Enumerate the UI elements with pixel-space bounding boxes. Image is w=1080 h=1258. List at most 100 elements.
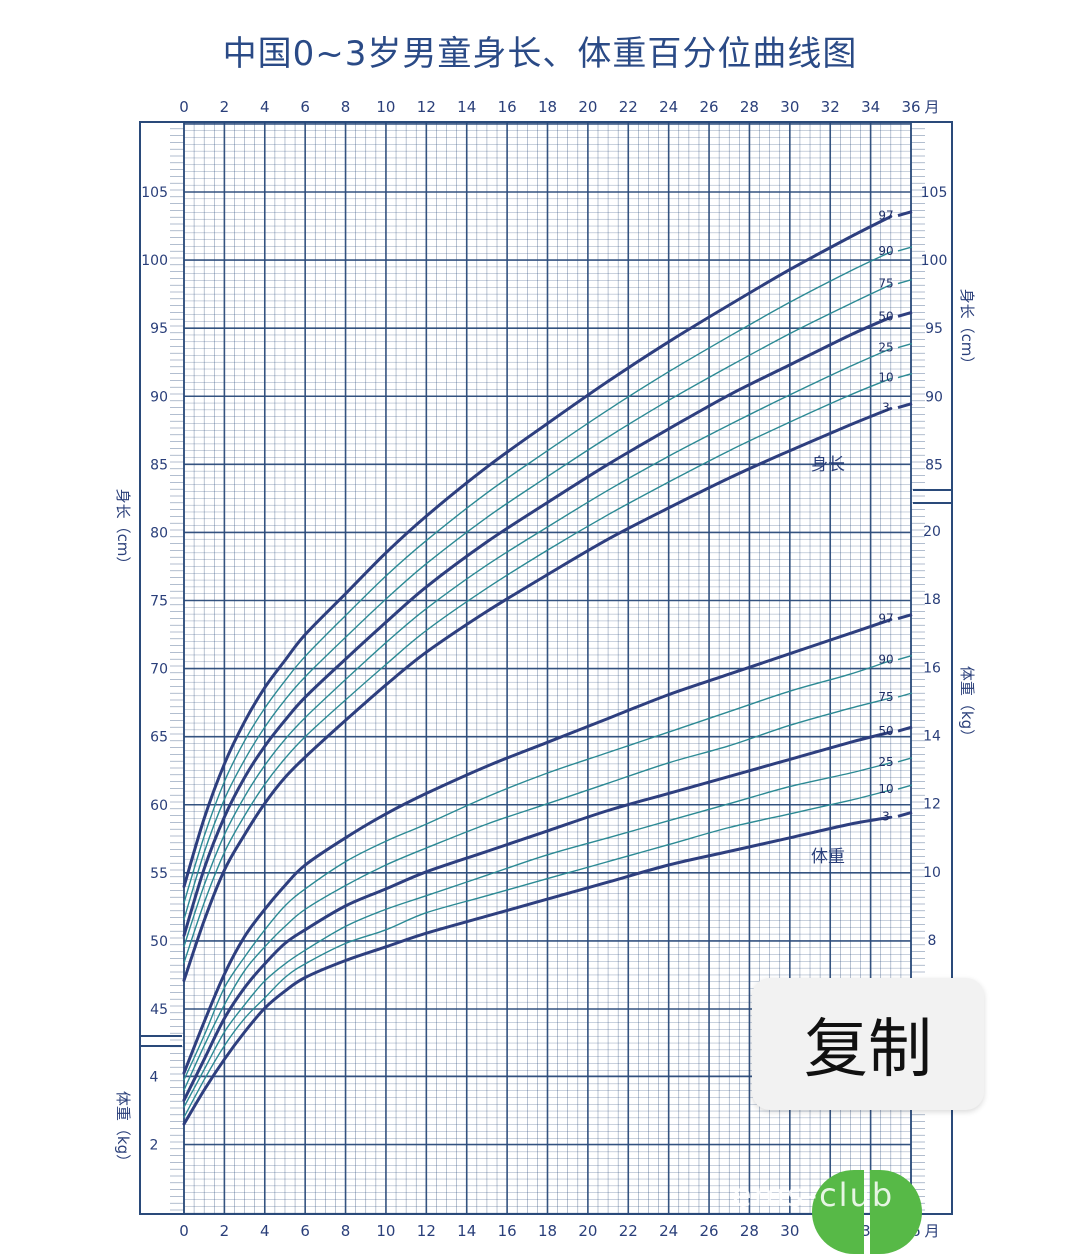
- x-tick-label-bottom: 24: [659, 1222, 678, 1240]
- weight-percentile-label: 25: [878, 755, 893, 769]
- x-tick-label-top: 14: [457, 98, 476, 116]
- watermark-text: ems-club: [732, 1176, 895, 1214]
- y-tick-label-length-left: 75: [150, 594, 168, 610]
- weight-curve-tail: [897, 613, 913, 621]
- weight-curve-p75: [183, 697, 892, 1091]
- percentile-curves: [182, 210, 913, 1126]
- weight-curve-p50: [182, 730, 893, 1102]
- x-tick-label-bottom: 2: [220, 1222, 230, 1240]
- x-tick-label-top: 10: [376, 98, 395, 116]
- weight-curve-p90: [183, 659, 892, 1081]
- copy-button-label: 复制: [804, 1013, 932, 1087]
- length-curve-p3: [182, 407, 893, 982]
- weight-curve-p25: [183, 762, 892, 1108]
- y-tick-label-length-right: 105: [921, 185, 948, 201]
- x-tick-label-top: 6: [300, 98, 310, 116]
- x-tick-label-top: 34: [861, 98, 880, 116]
- x-tick-label-top: 8: [341, 98, 351, 116]
- length-curve-tail: [897, 246, 913, 252]
- x-tick-label-bottom: 14: [457, 1222, 476, 1240]
- x-tick-label-bottom: 4: [260, 1222, 270, 1240]
- weight-curve-tail: [897, 810, 913, 818]
- x-tick-label-top: 30: [780, 98, 799, 116]
- y-tick-label-weight-right: 18: [923, 592, 941, 608]
- y-tick-label-length-left: 55: [150, 866, 168, 882]
- weight-curve-tail: [897, 654, 913, 661]
- x-tick-label-top: 20: [578, 98, 597, 116]
- y-tick-label-length-left: 50: [150, 934, 168, 950]
- y-tick-label-length-left: 105: [141, 185, 168, 201]
- length-curve-tail: [897, 278, 913, 285]
- weight-curve-tail: [897, 757, 913, 763]
- y-tick-label-weight-right: 20: [923, 524, 941, 540]
- y-tick-label-length-left: 90: [150, 389, 168, 405]
- y-tick-label-length-left: 100: [141, 253, 168, 269]
- y-axis-title-weight-right: 体重（kg）: [958, 666, 976, 744]
- length-percentile-label: 75: [878, 277, 893, 291]
- length-percentile-label: 90: [878, 244, 893, 258]
- x-tick-label-bottom: 12: [417, 1222, 436, 1240]
- y-tick-label-length-right: 85: [925, 457, 943, 473]
- y-tick-label-length-left: 60: [150, 798, 168, 814]
- y-tick-label-length-left: 95: [150, 321, 168, 337]
- x-tick-label-top: 2: [220, 98, 230, 116]
- y-tick-label-weight-right: 12: [923, 797, 941, 813]
- length-curve-tail: [897, 310, 913, 318]
- x-tick-label-top: 26: [700, 98, 719, 116]
- y-tick-label-weight-left: 4: [150, 1069, 159, 1085]
- y-tick-label-weight-right: 8: [928, 933, 937, 949]
- y-tick-label-length-left: 45: [150, 1002, 168, 1018]
- weight-percentile-label: 10: [878, 782, 893, 796]
- length-curve-tail: [897, 402, 913, 409]
- chart-title: 中国0~3岁男童身长、体重百分位曲线图: [222, 34, 858, 74]
- x-tick-label-top: 24: [659, 98, 678, 116]
- watermark-logo-icon: [812, 1170, 922, 1254]
- x-tick-label-top: 22: [619, 98, 638, 116]
- y-axis-title-length-right: 身长（cm）: [958, 289, 976, 372]
- length-percentile-label: 25: [878, 341, 893, 355]
- x-tick-label-bottom: 8: [341, 1222, 351, 1240]
- x-tick-label-bottom: 22: [619, 1222, 638, 1240]
- x-tick-label-top: 12: [417, 98, 436, 116]
- y-tick-label-length-left: 85: [150, 457, 168, 473]
- x-tick-label-top: 0: [179, 98, 189, 116]
- axis-labels: 0022446688101012121414161618182020222224…: [114, 98, 976, 1240]
- y-axis-title-weight-left: 体重（kg）: [114, 1091, 132, 1169]
- x-unit-top: 月: [924, 98, 939, 116]
- weight-curve-tail: [897, 784, 913, 790]
- y-tick-label-length-left: 70: [150, 662, 168, 678]
- length-curve-p10: [183, 377, 892, 964]
- y-tick-label-length-right: 100: [921, 253, 948, 269]
- length-curve-p25: [183, 347, 892, 948]
- weight-percentile-label: 3: [882, 809, 890, 823]
- length-curve-p75: [183, 283, 892, 920]
- weight-curve-p10: [183, 789, 892, 1118]
- y-tick-label-weight-right: 16: [923, 660, 941, 676]
- length-percentile-label: 97: [878, 209, 893, 223]
- y-tick-label-length-left: 80: [150, 525, 168, 541]
- x-tick-label-bottom: 0: [179, 1222, 189, 1240]
- length-curve-tail: [897, 210, 913, 217]
- x-tick-label-top: 18: [538, 98, 557, 116]
- weight-curve-label: 体重: [811, 847, 845, 867]
- y-tick-label-length-left: 65: [150, 730, 168, 746]
- x-tick-label-bottom: 6: [300, 1222, 310, 1240]
- x-tick-label-top: 16: [498, 98, 517, 116]
- length-curve-p50: [182, 315, 893, 937]
- length-curve-p90: [183, 251, 892, 904]
- weight-percentile-label: 90: [878, 653, 893, 667]
- length-curve-p97: [182, 215, 893, 888]
- x-tick-label-bottom: 20: [578, 1222, 597, 1240]
- x-tick-label-top: 36: [901, 98, 920, 116]
- copy-button[interactable]: 复制: [752, 978, 984, 1110]
- x-tick-label-bottom: 16: [498, 1222, 517, 1240]
- length-percentile-label: 50: [878, 309, 893, 323]
- x-unit-bottom: 月: [924, 1222, 939, 1240]
- length-curve-tail: [897, 372, 913, 379]
- y-tick-label-weight-right: 14: [923, 729, 941, 745]
- weight-percentile-label: 50: [878, 724, 893, 738]
- y-axis-title-length-left: 身长（cm）: [114, 489, 132, 572]
- y-tick-label-length-right: 90: [925, 389, 943, 405]
- weight-percentile-label: 75: [878, 690, 893, 704]
- weight-percentile-label: 97: [878, 612, 893, 626]
